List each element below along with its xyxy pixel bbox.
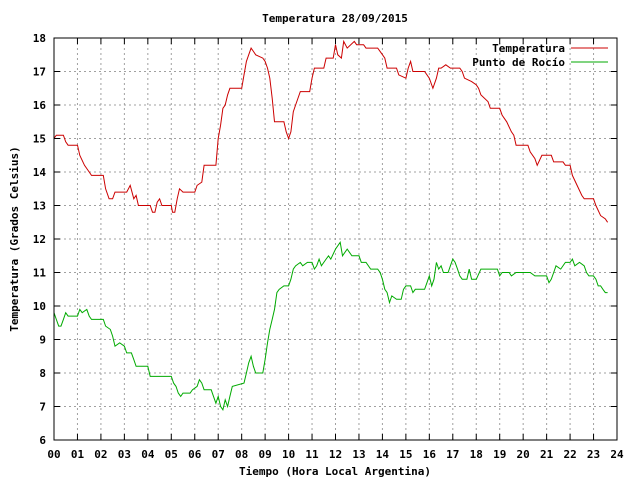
- x-tick-label: 19: [493, 448, 506, 461]
- x-tick-label: 11: [305, 448, 319, 461]
- grid: [54, 38, 617, 440]
- x-tick-label: 01: [71, 448, 85, 461]
- x-tick-label: 16: [423, 448, 437, 461]
- legend: Temperatura Punto de Rocío: [472, 42, 608, 69]
- y-tick-label: 18: [33, 32, 46, 45]
- x-tick-label: 17: [446, 448, 459, 461]
- x-tick-label: 24: [610, 448, 624, 461]
- x-tick-label: 04: [141, 448, 155, 461]
- x-tick-label: 03: [118, 448, 131, 461]
- x-tick-label: 10: [282, 448, 295, 461]
- x-axis-title: Tiempo (Hora Local Argentina): [239, 465, 431, 478]
- x-tick-label: 05: [165, 448, 178, 461]
- y-tick-label: 17: [33, 66, 46, 79]
- x-tick-label: 02: [94, 448, 107, 461]
- x-tick-label: 23: [587, 448, 600, 461]
- x-tick-label: 08: [235, 448, 248, 461]
- x-tick-labels: 00 01 02 03 04 05 06 07 08 09 10 11 12 13 14 15 16 17 18 19…: [47, 448, 624, 461]
- x-tick-label: 06: [188, 448, 202, 461]
- y-tick-label: 16: [33, 99, 47, 112]
- x-tick-label: 13: [352, 448, 365, 461]
- legend-label-temperatura: Temperatura: [492, 42, 565, 55]
- x-tick-label: 00: [47, 448, 60, 461]
- y-tick-label: 10: [33, 300, 46, 313]
- series-lines: [53, 39, 609, 412]
- series-line-punto-de-rocio: [53, 241, 608, 412]
- series-line-temperatura: [53, 39, 609, 223]
- x-tick-label: 12: [329, 448, 342, 461]
- y-tick-label: 8: [39, 367, 46, 380]
- x-tick-label: 07: [212, 448, 225, 461]
- y-tick-label: 9: [39, 334, 46, 347]
- chart-title: Temperatura 28/09/2015: [262, 12, 408, 25]
- y-tick-label: 6: [39, 434, 46, 447]
- y-tick-label: 11: [33, 267, 47, 280]
- y-tick-labels: 6 7 8 9 10 11 12 13 14 15 16 17 18: [33, 32, 47, 447]
- y-tick-label: 15: [33, 133, 46, 146]
- x-tick-label: 14: [376, 448, 390, 461]
- y-tick-label: 12: [33, 233, 46, 246]
- x-tick-label: 20: [517, 448, 530, 461]
- x-tick-label: 21: [540, 448, 554, 461]
- y-tick-label: 13: [33, 200, 46, 213]
- y-tick-label: 14: [33, 166, 47, 179]
- legend-label-punto-de-rocio: Punto de Rocío: [472, 56, 565, 69]
- y-axis-title: Temperatura (Grados Celsius): [8, 146, 21, 331]
- x-tick-label: 09: [259, 448, 272, 461]
- x-tick-label: 15: [399, 448, 412, 461]
- x-tick-label: 22: [563, 448, 576, 461]
- y-tick-label: 7: [39, 401, 46, 414]
- axis-ticks: [53, 37, 618, 441]
- x-tick-label: 18: [470, 448, 483, 461]
